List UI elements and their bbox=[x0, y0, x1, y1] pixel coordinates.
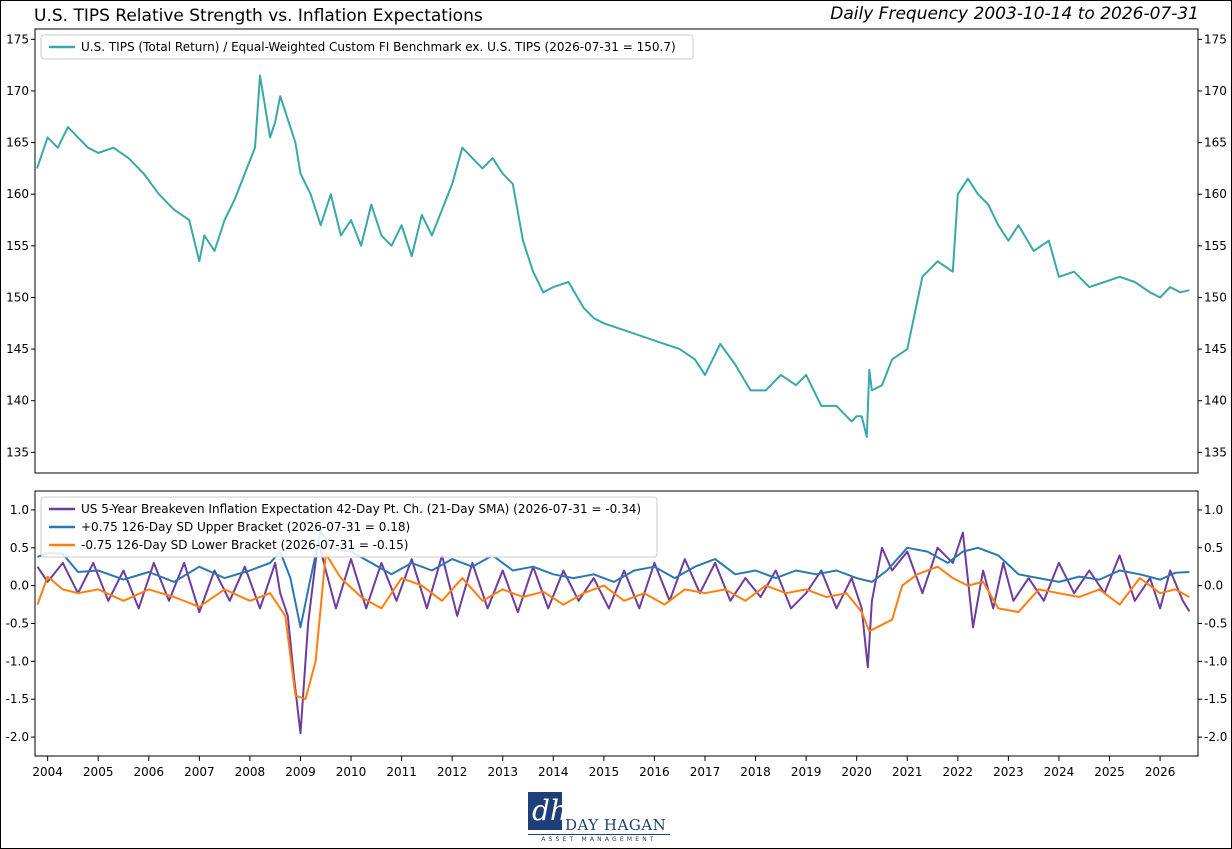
y-tick-label-right: 165 bbox=[1204, 136, 1227, 150]
legend-label: -0.75 126-Day SD Lower Bracket (2026-07-… bbox=[81, 538, 408, 552]
y-tick-label-right: 160 bbox=[1204, 187, 1227, 201]
legend-label: U.S. TIPS (Total Return) / Equal-Weighte… bbox=[81, 40, 676, 54]
chart-canvas: 135 135 140 140 145 145 150 150 155 155 160 160 165 1… bbox=[6, 28, 1227, 779]
x-tick-label: 2019 bbox=[791, 765, 822, 779]
logo-subtitle: ASSET MANAGEMENT bbox=[528, 834, 670, 843]
series-line-tips bbox=[36, 74, 1190, 438]
x-tick-label: 2005 bbox=[83, 765, 114, 779]
y-tick-label: 165 bbox=[6, 136, 29, 150]
x-tick-label: 2024 bbox=[1044, 765, 1075, 779]
legend-label: US 5-Year Breakeven Inflation Expectatio… bbox=[81, 502, 641, 516]
y-tick-label: 0.0 bbox=[10, 579, 29, 593]
y-tick-label: -0.5 bbox=[6, 617, 29, 631]
series-line-breakeven bbox=[36, 531, 1191, 735]
y-tick-label-right: -1.5 bbox=[1204, 692, 1227, 706]
x-tick-label: 2012 bbox=[437, 765, 468, 779]
x-tick-label: 2023 bbox=[993, 765, 1024, 779]
y-tick-label: 170 bbox=[6, 84, 29, 98]
x-tick-label: 2020 bbox=[841, 765, 872, 779]
y-tick-label: 1.0 bbox=[10, 503, 29, 517]
y-tick-label-right: 0.0 bbox=[1204, 579, 1223, 593]
x-tick-label: 2009 bbox=[285, 765, 316, 779]
x-tick-label: 2007 bbox=[184, 765, 215, 779]
y-tick-label-right: 145 bbox=[1204, 342, 1227, 356]
y-tick-label: 0.5 bbox=[10, 541, 29, 555]
series-line-lower bbox=[36, 552, 1190, 701]
x-tick-label: 2011 bbox=[386, 765, 417, 779]
y-tick-label-right: 1.0 bbox=[1204, 503, 1223, 517]
y-tick-label-right: 175 bbox=[1204, 32, 1227, 46]
x-tick-label: 2013 bbox=[487, 765, 518, 779]
series-line-upper bbox=[37, 530, 1190, 629]
x-tick-label: 2004 bbox=[32, 765, 63, 779]
x-tick-label: 2014 bbox=[538, 765, 569, 779]
y-tick-label-right: -1.0 bbox=[1204, 654, 1227, 668]
y-tick-label-right: 135 bbox=[1204, 445, 1227, 459]
y-tick-label: -2.0 bbox=[6, 730, 29, 744]
y-tick-label-right: 150 bbox=[1204, 290, 1227, 304]
x-tick-label: 2026 bbox=[1145, 765, 1176, 779]
y-tick-label-right: 155 bbox=[1204, 239, 1227, 253]
x-tick-label: 2025 bbox=[1094, 765, 1125, 779]
y-tick-label: 140 bbox=[6, 394, 29, 408]
x-tick-label: 2016 bbox=[639, 765, 670, 779]
legend-label: +0.75 126-Day SD Upper Bracket (2026-07-… bbox=[81, 520, 410, 534]
y-tick-label: 175 bbox=[6, 32, 29, 46]
y-tick-label: -1.0 bbox=[6, 654, 29, 668]
frequency-label: Daily Frequency 2003-10-14 to 2026-07-31 bbox=[830, 4, 1199, 24]
logo-icon: dh bbox=[528, 792, 568, 830]
x-tick-label: 2018 bbox=[740, 765, 771, 779]
panel-1: 135 135 140 140 145 145 150 150 155 155 160 160 165 1… bbox=[6, 28, 1227, 474]
x-tick-label: 2017 bbox=[690, 765, 721, 779]
x-tick-label: 2021 bbox=[892, 765, 923, 779]
plot-area bbox=[34, 28, 1199, 474]
y-tick-label: 145 bbox=[6, 342, 29, 356]
day-hagan-logo: dh DAY HAGAN ASSET MANAGEMENT bbox=[528, 792, 670, 843]
chart-title: U.S. TIPS Relative Strength vs. Inflatio… bbox=[34, 6, 483, 26]
y-tick-label-right: -0.5 bbox=[1204, 617, 1227, 631]
legend-box bbox=[40, 496, 658, 558]
y-tick-label-right: -2.0 bbox=[1204, 730, 1227, 744]
y-tick-label-right: 170 bbox=[1204, 84, 1227, 98]
y-tick-label: 150 bbox=[6, 290, 29, 304]
y-tick-label: 160 bbox=[6, 187, 29, 201]
x-tick-label: 2022 bbox=[943, 765, 974, 779]
y-tick-label-right: 0.5 bbox=[1204, 541, 1223, 555]
legend-box bbox=[40, 34, 694, 60]
x-tick-label: 2006 bbox=[133, 765, 164, 779]
y-tick-label-right: 140 bbox=[1204, 394, 1227, 408]
panel-2: -2.0 -2.0 -1.5 -1.5 -1.0 -1.0 -0.5 -0.5 0.0 0.0 0.… bbox=[6, 490, 1227, 779]
y-tick-label: 135 bbox=[6, 445, 29, 459]
x-tick-label: 2010 bbox=[336, 765, 367, 779]
logo-name: DAY HAGAN bbox=[565, 816, 667, 834]
x-tick-label: 2008 bbox=[235, 765, 266, 779]
y-tick-label: 155 bbox=[6, 239, 29, 253]
y-tick-label: -1.5 bbox=[6, 692, 29, 706]
x-tick-label: 2015 bbox=[589, 765, 620, 779]
